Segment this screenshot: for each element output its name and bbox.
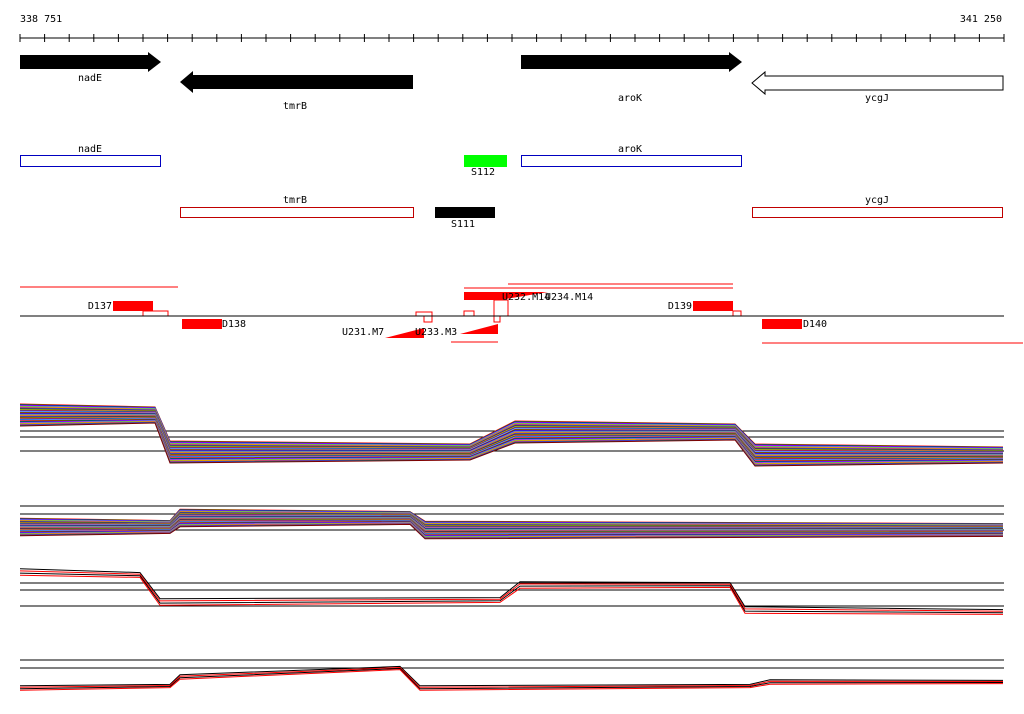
gene-label: ycgJ <box>865 93 889 104</box>
gene-arrow <box>521 52 742 72</box>
gene-arrow <box>20 52 161 72</box>
probe-label: U234.M14 <box>545 292 593 303</box>
feature-label: tmrB <box>283 195 307 206</box>
feature-label: S112 <box>471 167 495 178</box>
probe-label: D139 <box>668 301 692 312</box>
ruler-end: 341 250 <box>960 14 1002 25</box>
trace <box>19 666 1004 688</box>
trace <box>19 667 1004 690</box>
feature-box <box>521 155 742 167</box>
expression-traces <box>19 403 1004 691</box>
probe-label: D137 <box>88 301 112 312</box>
feature-label: aroK <box>618 144 642 155</box>
gene-label: nadE <box>78 73 102 84</box>
trace <box>19 665 1004 687</box>
trace <box>19 523 1004 540</box>
feature-box <box>752 207 1003 218</box>
feature-box <box>180 207 414 218</box>
probe-label: U231.M7 <box>342 327 384 338</box>
gene-arrow <box>751 70 1004 96</box>
trace <box>19 570 1004 612</box>
feature-box <box>20 155 161 167</box>
gene-label: tmrB <box>283 101 307 112</box>
trace <box>19 574 1004 615</box>
probe-label: D140 <box>803 319 827 330</box>
ruler-ticks <box>19 34 1005 42</box>
trace <box>19 669 1004 691</box>
feature-label: S111 <box>451 219 475 230</box>
probe-label: U232.M14 <box>502 292 550 303</box>
gene-label: aroK <box>618 93 642 104</box>
probe-marks <box>113 292 802 338</box>
feature-box <box>464 155 507 167</box>
probe-track <box>20 283 1023 344</box>
trace <box>19 568 1004 611</box>
trace <box>19 572 1004 614</box>
ruler-start: 338 751 <box>20 14 62 25</box>
trace <box>19 422 1004 467</box>
probe-label: U233.M3 <box>415 327 457 338</box>
feature-box <box>435 207 495 218</box>
feature-label: nadE <box>78 144 102 155</box>
probe-label: D138 <box>222 319 246 330</box>
gene-arrow <box>180 71 413 93</box>
feature-label: ycgJ <box>865 195 889 206</box>
